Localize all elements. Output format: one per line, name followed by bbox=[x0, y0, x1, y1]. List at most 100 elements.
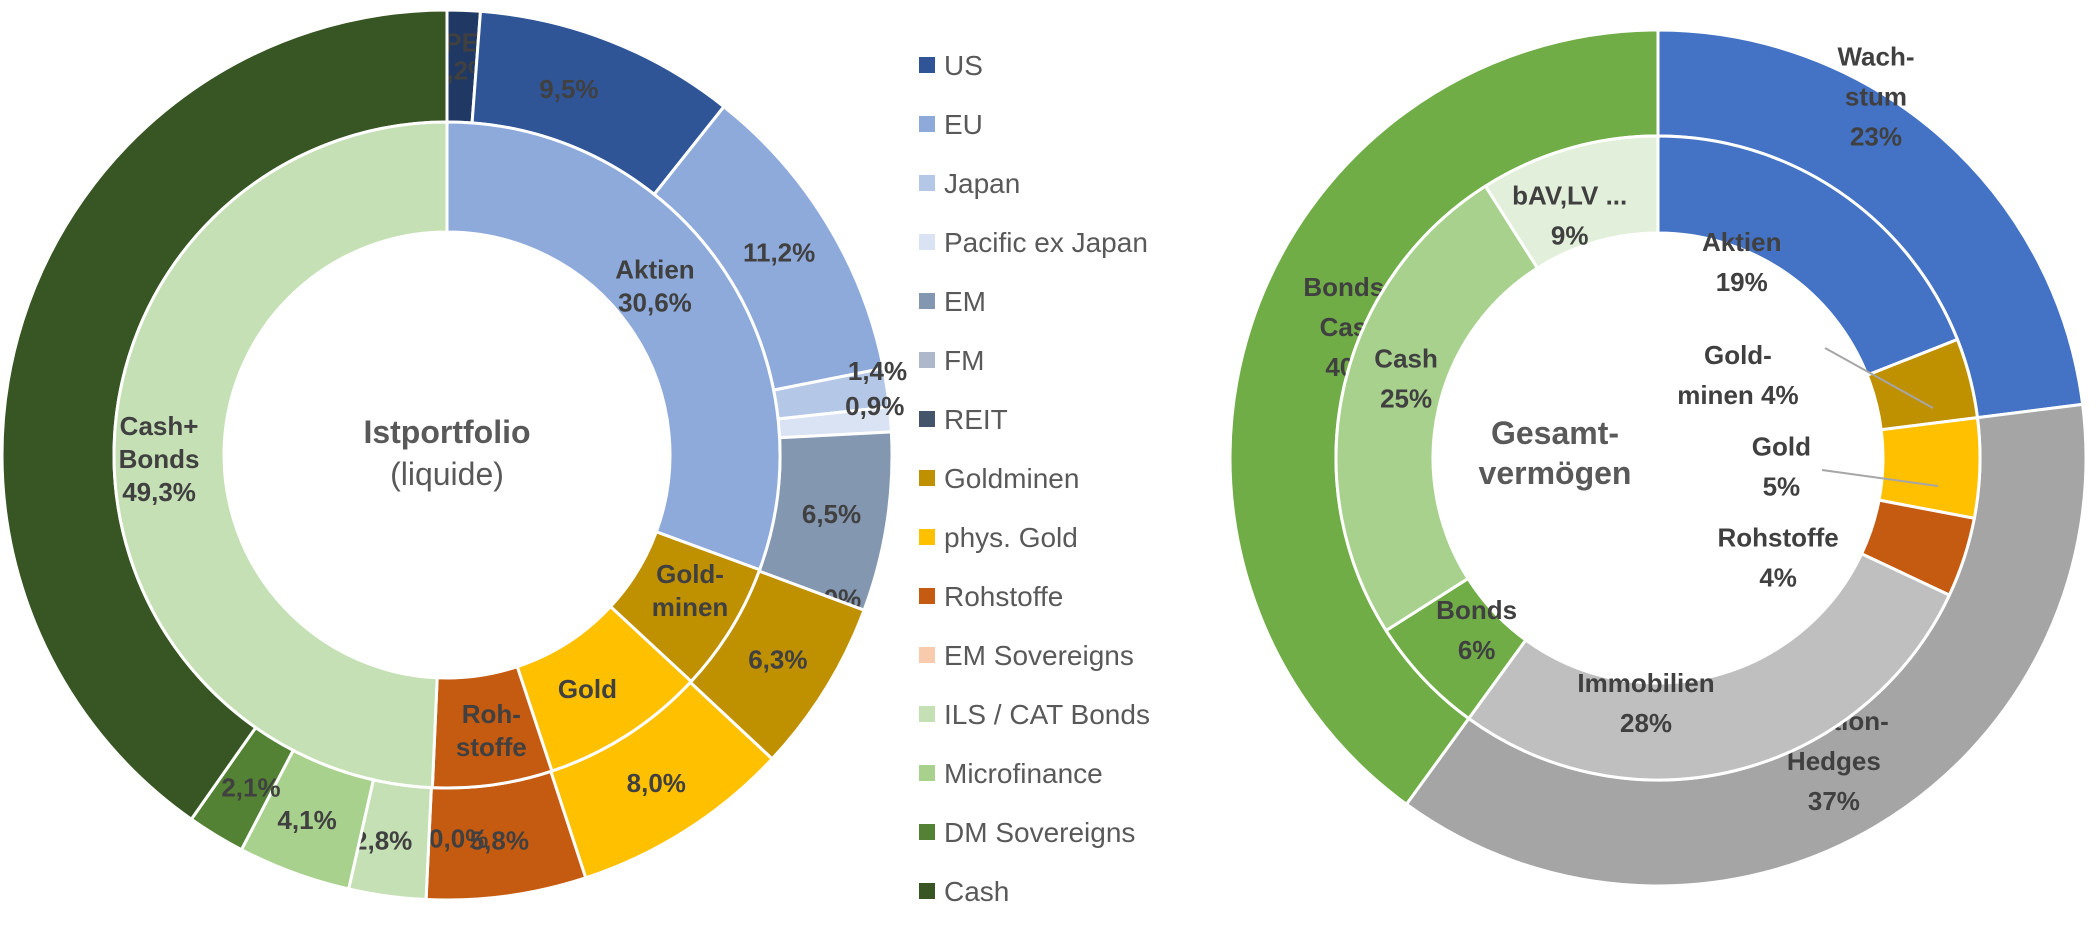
outer-label-em-sovereigns-line: 0,0% bbox=[429, 824, 488, 854]
legend-swatch bbox=[919, 883, 935, 899]
outer2-label-wachstum: Wach-stum 23% bbox=[1837, 42, 1914, 152]
inner2-label-bav-lv-line: 9% bbox=[1551, 220, 1589, 250]
legend-label: REIT bbox=[944, 404, 1008, 435]
legend-label: EM Sovereigns bbox=[944, 640, 1134, 671]
legend-label: FM bbox=[944, 345, 984, 376]
legend-item-em: EM bbox=[919, 286, 986, 317]
legend-swatch bbox=[919, 293, 935, 309]
inner2-label-aktien: Aktien 19% bbox=[1702, 227, 1781, 297]
legend-label: EU bbox=[944, 109, 983, 140]
inner2-label-bonds: Bonds 6% bbox=[1436, 595, 1517, 665]
outer-label-japan-line: 1,4% bbox=[848, 356, 907, 386]
legend-label: US bbox=[944, 50, 983, 81]
outer-label-pacific-ex-japan-line: 0,9% bbox=[845, 391, 904, 421]
inner2-label-bonds-line: Bonds bbox=[1436, 595, 1517, 625]
legend-item-dm-sovereigns: DM Sovereigns bbox=[919, 817, 1135, 848]
inner-label-rohstoffe: Roh-stoffe bbox=[456, 699, 527, 762]
inner-label-gold-line: Gold bbox=[558, 674, 617, 704]
legend-label: Pacific ex Japan bbox=[944, 227, 1148, 258]
legend: US EU Japan Pacific ex Japan EM FM REIT Goldmin… bbox=[919, 50, 1150, 907]
outer-label-us: 9,5% bbox=[539, 74, 598, 104]
gesamtvermoegen-donut: Wach-stum23%Inflation-Hedges37%Bonds+Cas… bbox=[1228, 28, 2088, 888]
legend-swatch bbox=[919, 116, 935, 132]
legend-item-japan: Japan bbox=[919, 168, 1020, 199]
inner-label-goldminen-line: minen bbox=[652, 592, 729, 622]
legend-item-rohstoffe: Rohstoffe bbox=[919, 581, 1063, 612]
legend-swatch bbox=[919, 411, 935, 427]
outer-label-dm-sovereigns-line: 2,1% bbox=[221, 772, 280, 802]
inner2-label-gold: Gold 5% bbox=[1752, 432, 1811, 502]
inner2-label-cash-line: Cash bbox=[1374, 343, 1438, 373]
legend-label: Japan bbox=[944, 168, 1020, 199]
outer-label-em-sovereigns: 0,0% bbox=[429, 824, 488, 854]
inner2-slice-bav-lv bbox=[1483, 134, 1660, 271]
outer-label-phys-gold: 8,0% bbox=[627, 768, 686, 798]
inner2-label-aktien-line: 19% bbox=[1716, 267, 1768, 297]
inner-label-cash-bonds-line: Cash+ bbox=[120, 411, 199, 441]
legend-label: ILS / CAT Bonds bbox=[944, 699, 1150, 730]
outer-label-rohstoffe-line: 5,8% bbox=[470, 825, 529, 855]
inner2-label-bonds-line: 6% bbox=[1458, 635, 1496, 665]
inner2-label-immobilien-line: Immobilien bbox=[1577, 668, 1714, 698]
outer-label-phys-gold-line: 8,0% bbox=[627, 768, 686, 798]
outer-label-rohstoffe: 5,8% bbox=[470, 825, 529, 855]
outer-label-pacific-ex-japan: 0,9% bbox=[845, 391, 904, 421]
outer-label-eu: 11,2% bbox=[743, 237, 815, 267]
goldminen-leader-line bbox=[1824, 347, 1934, 409]
gesamtvermoegen-center-title-line: Gesamt- bbox=[1491, 415, 1619, 451]
legend-item-em-sovereigns: EM Sovereigns bbox=[919, 640, 1134, 671]
legend-swatch bbox=[919, 647, 935, 663]
inner2-label-rohstoffe-line: 4% bbox=[1759, 563, 1797, 593]
outer-label-reit-line: PE bbox=[444, 27, 479, 57]
legend-label: Goldminen bbox=[944, 463, 1079, 494]
inner2-label-bav-lv-line: bAV,LV ... bbox=[1512, 180, 1627, 210]
outer-label-goldminen-line: 6,3% bbox=[748, 645, 807, 675]
outer-label-microfinance-line: 4,1% bbox=[277, 805, 336, 835]
legend-item-fm: FM bbox=[919, 345, 984, 376]
inner2-label-gold-line: Gold bbox=[1752, 432, 1811, 462]
istportfolio-donut: PE1,2%9,5%11,2%1,4%0,9%6,5%0,0%6,3%8,0%5… bbox=[0, 8, 907, 902]
outer-label-japan: 1,4% bbox=[848, 356, 907, 386]
inner2-label-cash-line: 25% bbox=[1380, 383, 1432, 413]
inner-label-gold: Gold bbox=[558, 674, 617, 704]
inner-label-cash-bonds-line: Bonds bbox=[119, 444, 200, 474]
legend-item-cash: Cash bbox=[919, 876, 1009, 907]
legend-item-goldminen: Goldminen bbox=[919, 463, 1079, 494]
legend-item-microfinance: Microfinance bbox=[919, 758, 1103, 789]
outer-label-em: 6,5% bbox=[802, 499, 861, 529]
legend-swatch bbox=[919, 706, 935, 722]
legend-label: Microfinance bbox=[944, 758, 1103, 789]
legend-swatch bbox=[919, 765, 935, 781]
legend-swatch bbox=[919, 352, 935, 368]
outer-label-us-line: 9,5% bbox=[539, 74, 598, 104]
legend-item-us: US bbox=[919, 50, 983, 81]
legend-item-eu: EU bbox=[919, 109, 983, 140]
outer2-label-inflation-hedges-line: Hedges bbox=[1787, 746, 1881, 776]
legend-label: Cash bbox=[944, 876, 1009, 907]
inner2-label-goldminen: Gold-minen 4% bbox=[1677, 340, 1798, 410]
inner2-label-immobilien-line: 28% bbox=[1620, 708, 1672, 738]
legend-label: Rohstoffe bbox=[944, 581, 1063, 612]
inner-label-goldminen-line: Gold- bbox=[656, 559, 724, 589]
outer2-label-wachstum-line: 23% bbox=[1850, 122, 1902, 152]
legend-item-ils-cat-bonds: ILS / CAT Bonds bbox=[919, 699, 1150, 730]
outer-label-goldminen: 6,3% bbox=[748, 645, 807, 675]
inner-label-cash-bonds: Cash+ Bonds 49,3% bbox=[119, 411, 200, 507]
istportfolio-center-title-line: (liquide) bbox=[390, 456, 504, 492]
inner2-label-goldminen-line: minen 4% bbox=[1677, 380, 1798, 410]
outer2-label-wachstum-line: Wach- bbox=[1837, 42, 1914, 72]
outer-label-eu-line: 11,2% bbox=[743, 237, 815, 267]
inner2-label-aktien-line: Aktien bbox=[1702, 227, 1781, 257]
legend-label: phys. Gold bbox=[944, 522, 1078, 553]
inner-label-cash-bonds-line: 49,3% bbox=[122, 477, 196, 507]
legend-swatch bbox=[919, 175, 935, 191]
inner2-label-gold-line: 5% bbox=[1763, 472, 1801, 502]
inner2-label-goldminen-line: Gold- bbox=[1704, 340, 1772, 370]
inner2-label-cash: Cash 25% bbox=[1374, 343, 1438, 413]
istportfolio-center-title-line: Istportfolio bbox=[363, 414, 530, 450]
inner-label-aktien: Aktien 30,6% bbox=[615, 254, 694, 317]
outer-label-dm-sovereigns: 2,1% bbox=[221, 772, 280, 802]
inner-label-aktien-line: 30,6% bbox=[618, 287, 692, 317]
